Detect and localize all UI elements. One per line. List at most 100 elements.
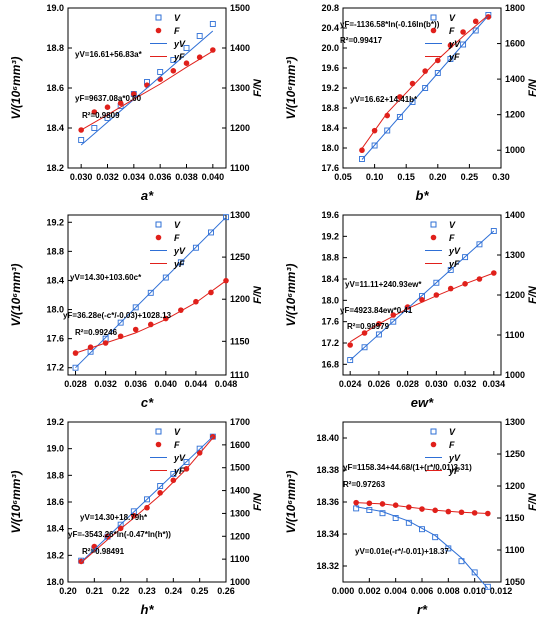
legend-symbol-F: [430, 27, 437, 34]
x-tick-label: 0.028: [64, 379, 87, 389]
y-left-tick-label: 18.8: [321, 103, 339, 113]
plot-frame: [342, 7, 502, 169]
y-right-tick-label: 1200: [505, 110, 525, 120]
y-left-tick-label: 18.0: [321, 295, 339, 305]
data-point-v: [409, 99, 416, 105]
legend-symbol-V: [430, 221, 437, 228]
y-left-tick-label: 17.6: [46, 334, 64, 344]
data-point-v: [361, 344, 368, 351]
y-right-tick-label: 1000: [230, 577, 250, 587]
y-right-tick-label: 1200: [505, 290, 525, 300]
data-point-v: [72, 364, 79, 371]
x-tick-label: 0.10: [366, 172, 384, 182]
data-point-v: [447, 56, 454, 62]
x-axis-title: c*: [141, 395, 154, 410]
x-tick-label: 0.040: [202, 172, 225, 182]
x-tick-label: 0.028: [396, 379, 419, 389]
equation-annotation: yV=14.30+18.79h*: [80, 513, 148, 522]
legend-label-V: V: [449, 427, 456, 437]
y-right-axis-title: F/N: [527, 285, 539, 304]
y-left-tick-label: 20.4: [321, 23, 339, 33]
x-tick-label: 0.006: [411, 586, 434, 596]
x-tick-label: 0.010: [463, 586, 486, 596]
data-point-v: [371, 142, 378, 149]
legend-label-yV: yV: [448, 453, 461, 463]
data-point-f: [170, 68, 177, 74]
x-tick-label: 0.036: [124, 379, 147, 389]
legend-label-V: V: [449, 220, 456, 230]
y-left-axis-title: V/(10⁶mm³): [9, 57, 23, 120]
y-right-tick-label: 1000: [505, 370, 525, 380]
equation-annotation: yF=1158.34+44.68/(1+(r*/0.01)3.31): [343, 463, 472, 472]
equation-annotation: R²=0.99417: [340, 36, 383, 45]
x-tick-label: 0.034: [483, 379, 506, 389]
y-left-tick-label: 18.8: [321, 253, 339, 263]
x-axis-title: ew*: [411, 395, 434, 410]
legend-symbol-V: [155, 428, 162, 435]
legend-label-F: F: [174, 26, 180, 36]
y-left-tick-label: 18.8: [46, 43, 64, 53]
y-right-tick-label: 1500: [230, 3, 250, 13]
y-right-axis-title: F/N: [252, 78, 264, 97]
data-point-f: [460, 29, 466, 35]
y-left-tick-label: 17.2: [321, 338, 339, 348]
x-tick-label: 0.048: [215, 379, 238, 389]
x-tick-label: 0.24: [165, 586, 183, 596]
data-point-v: [170, 57, 177, 63]
data-point-v: [196, 33, 203, 39]
y-right-tick-label: 1300: [230, 508, 250, 518]
legend-label-yV: yV: [448, 246, 461, 256]
equation-annotation: yV=14.30+103.60c*: [70, 273, 142, 282]
y-left-tick-label: 18.0: [46, 305, 64, 315]
y-right-tick-label: 1400: [230, 486, 250, 496]
y-left-tick-label: 18.34: [316, 529, 339, 539]
fit-line-yV: [75, 216, 227, 369]
x-tick-label: 0.21: [86, 586, 104, 596]
data-point-v: [132, 304, 139, 311]
chart-svg: 0.028 0.032 0.036 0.040 0.044 0.048 17.2 17.6 18…: [9, 210, 264, 410]
y-left-tick-label: 18.4: [321, 274, 339, 284]
fit-line-yV: [80, 30, 214, 146]
chart-panel-6: 0.000 0.002 0.004 0.006 0.008 0.010 0.012 18.32…: [275, 414, 550, 626]
legend-label-yF: yF: [173, 52, 185, 62]
y-right-tick-label: 1600: [230, 440, 250, 450]
y-right-tick-label: 1100: [505, 330, 525, 340]
x-tick-label: 0.30: [492, 172, 510, 182]
y-right-tick-label: 1400: [505, 74, 525, 84]
data-point-f: [131, 91, 137, 97]
legend-label-V: V: [449, 13, 456, 23]
legend-label-yF: yF: [448, 259, 460, 269]
y-right-tick-label: 1300: [230, 83, 250, 93]
x-tick-label: 0.024: [339, 379, 362, 389]
y-left-tick-label: 17.6: [321, 163, 339, 173]
y-left-tick-label: 19.2: [321, 231, 339, 241]
equation-annotation: R²=0.9809: [82, 111, 120, 120]
y-left-tick-label: 18.4: [46, 275, 64, 285]
data-point-v: [476, 241, 483, 248]
y-left-tick-label: 18.6: [46, 83, 64, 93]
chart-panel-3: 0.028 0.032 0.036 0.040 0.044 0.048 17.2 17.6 18…: [0, 207, 275, 419]
data-point-f: [485, 14, 492, 20]
legend-label-yV: yV: [173, 246, 186, 256]
legend-label-yV: yV: [448, 39, 461, 49]
y-left-tick-label: 18.38: [316, 465, 339, 475]
legend-label-yV: yV: [173, 453, 186, 463]
fit-line-yF: [356, 502, 488, 514]
x-tick-label: 0.000: [332, 586, 355, 596]
data-point-f: [91, 109, 98, 115]
x-axis-title: a*: [141, 188, 154, 203]
x-tick-label: 0.032: [454, 379, 477, 389]
data-point-v: [375, 331, 382, 338]
fit-line-yF: [75, 280, 227, 354]
fit-line-yV: [361, 15, 489, 160]
x-tick-label: 0.15: [397, 172, 415, 182]
chart-svg: 0.000 0.002 0.004 0.006 0.008 0.010 0.012 18.32…: [284, 417, 539, 617]
y-right-tick-label: 1800: [505, 3, 525, 13]
y-left-tick-label: 18.8: [46, 246, 64, 256]
data-point-f: [472, 18, 479, 25]
fit-line-yV: [80, 436, 214, 563]
data-point-f: [359, 147, 365, 154]
data-point-v: [359, 156, 365, 162]
data-point-f: [144, 504, 150, 511]
y-right-tick-label: 1200: [230, 294, 250, 304]
